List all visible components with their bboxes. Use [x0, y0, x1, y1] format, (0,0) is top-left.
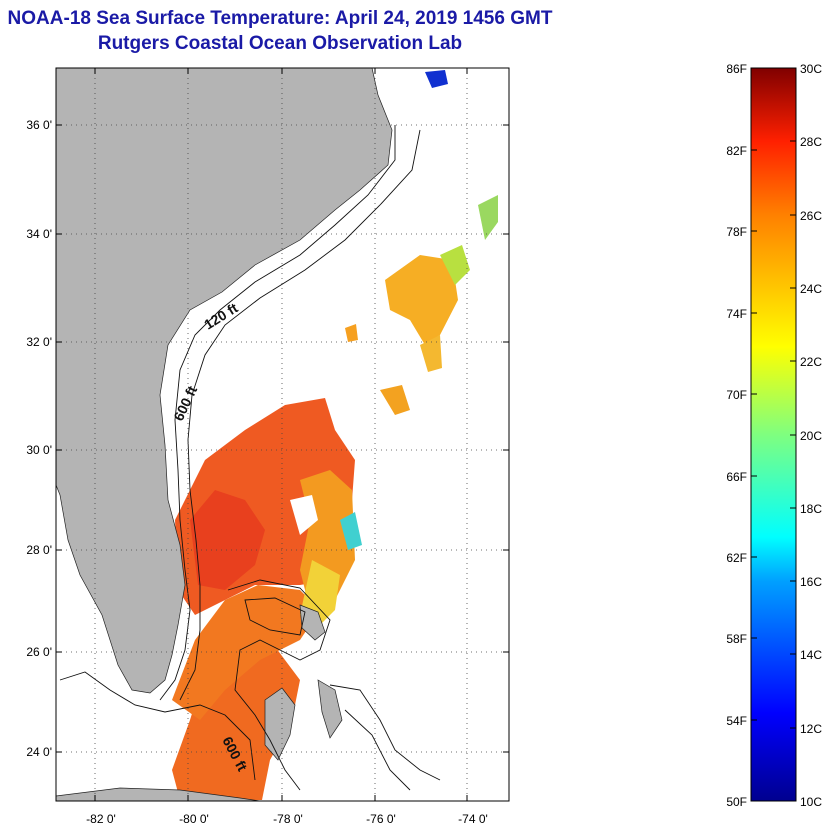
cb-f-label: 62F — [726, 551, 747, 565]
cb-c-label: 22C — [800, 355, 822, 369]
lat-label: 26 0' — [26, 645, 52, 659]
cb-f-label: 58F — [726, 632, 747, 646]
sst-patch-offshore-strip — [420, 335, 442, 372]
sst-data-layer — [148, 70, 498, 800]
contour-bahamas-outline — [227, 579, 331, 791]
cb-f-label: 74F — [726, 307, 747, 321]
sst-patch-offshore-green2 — [478, 195, 498, 240]
sst-patch-offshore-green — [440, 245, 470, 285]
contour-600ft — [179, 129, 421, 701]
axis-ticks — [56, 68, 509, 801]
contour-south-bahamas-2 — [344, 709, 411, 791]
cb-c-label: 30C — [800, 62, 822, 76]
colorbar-fahrenheit-labels: 86F 82F 78F 74F 70F 66F 62F 58F 54F 50F — [726, 62, 747, 809]
cb-c-label: 28C — [800, 135, 822, 149]
lon-label: -80 0' — [179, 812, 209, 826]
lon-label: -82 0' — [86, 812, 116, 826]
land-bahamas-abaco — [299, 604, 326, 641]
lat-label: 24 0' — [26, 745, 52, 759]
sst-patch-white-gap — [290, 495, 318, 535]
cb-c-label: 26C — [800, 209, 822, 223]
cb-f-label: 86F — [726, 62, 747, 76]
lat-label: 28 0' — [26, 543, 52, 557]
lat-label: 30 0' — [26, 443, 52, 457]
lat-label: 32 0' — [26, 335, 52, 349]
cb-f-label: 82F — [726, 144, 747, 158]
sst-patch-cyan — [340, 512, 362, 550]
cb-c-label: 20C — [800, 429, 822, 443]
cb-c-label: 14C — [800, 648, 822, 662]
cb-c-label: 12C — [800, 722, 822, 736]
sst-patch-cold-north — [425, 70, 448, 88]
latitude-labels: 36 0' 34 0' 32 0' 30 0' 28 0' 26 0' 24 0… — [26, 118, 52, 759]
sst-patch-small-2 — [380, 385, 410, 415]
contour-south-bahamas — [329, 684, 441, 781]
contour-bahamas-inner — [244, 597, 306, 636]
cb-c-label: 24C — [800, 282, 822, 296]
graticule — [56, 68, 509, 801]
land-cuba — [56, 787, 261, 801]
lat-label: 36 0' — [26, 118, 52, 132]
cb-f-label: 50F — [726, 795, 747, 809]
cb-f-label: 78F — [726, 225, 747, 239]
lon-label: -76 0' — [366, 812, 396, 826]
cb-f-label: 70F — [726, 388, 747, 402]
cb-c-label: 18C — [800, 502, 822, 516]
sst-patch-offshore-north — [385, 255, 458, 345]
land-layer — [56, 68, 393, 801]
sst-patch-florida-straits — [172, 585, 320, 720]
contour-keys-shelf — [59, 671, 256, 781]
sst-patch-small-1 — [345, 324, 358, 342]
lon-label: -78 0' — [273, 812, 303, 826]
lat-label: 34 0' — [26, 227, 52, 241]
colorbar: 86F 82F 78F 74F 70F 66F 62F 58F 54F 50F … — [726, 62, 822, 809]
land-bahamas-eleuthera — [317, 679, 343, 739]
cb-f-label: 54F — [726, 714, 747, 728]
cb-c-label: 10C — [800, 795, 822, 809]
lon-label: -74 0' — [458, 812, 488, 826]
bathymetry-contours — [59, 125, 441, 791]
colorbar-gradient — [750, 67, 797, 802]
map-subtitle: Rutgers Coastal Ocean Observation Lab — [97, 33, 463, 54]
colorbar-celsius-labels: 30C 28C 26C 24C 22C 20C 18C 16C 14C 12C … — [800, 62, 822, 809]
longitude-labels: -82 0' -80 0' -78 0' -76 0' -74 0' — [86, 812, 488, 826]
sst-patch-bahamas-south — [172, 612, 300, 800]
map-title: NOAA-18 Sea Surface Temperature: April 2… — [7, 8, 553, 29]
land-us-east-coast — [56, 68, 393, 694]
sst-patch-warm-core — [190, 490, 265, 590]
cb-c-label: 16C — [800, 575, 822, 589]
colorbar-ticks — [751, 140, 796, 729]
cb-f-label: 66F — [726, 470, 747, 484]
